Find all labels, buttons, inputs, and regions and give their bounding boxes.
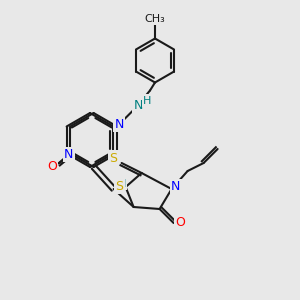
Text: CH₃: CH₃: [145, 14, 165, 23]
Text: H: H: [117, 179, 126, 189]
Text: S: S: [110, 152, 118, 164]
Text: S: S: [116, 179, 124, 193]
Text: O: O: [47, 160, 57, 173]
Text: N: N: [114, 118, 124, 131]
Text: N: N: [133, 99, 143, 112]
Text: N: N: [64, 148, 73, 161]
Text: O: O: [176, 217, 186, 230]
Text: N: N: [171, 181, 180, 194]
Text: H: H: [143, 95, 151, 106]
